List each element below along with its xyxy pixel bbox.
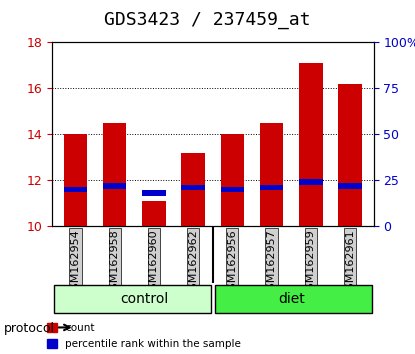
Bar [338,84,362,226]
Bar [103,123,127,226]
Bar [220,134,244,226]
Text: GSM162962: GSM162962 [188,229,198,297]
Text: GSM162957: GSM162957 [266,229,276,297]
Text: GDS3423 / 237459_at: GDS3423 / 237459_at [104,11,311,29]
Text: protocol: protocol [4,322,55,335]
FancyBboxPatch shape [54,285,211,314]
Text: GSM162954: GSM162954 [71,229,81,297]
Text: GSM162960: GSM162960 [149,229,159,297]
Text: diet: diet [278,292,305,306]
Bar [103,183,127,189]
Text: control: control [120,292,168,306]
Bar [299,179,322,185]
Bar [142,201,166,226]
Bar [338,183,362,189]
Bar [142,190,166,196]
Bar [63,187,87,192]
Bar [181,153,205,226]
FancyBboxPatch shape [215,285,371,314]
Bar [220,187,244,192]
Bar [63,134,87,226]
Text: GSM162961: GSM162961 [345,229,355,297]
Bar [260,123,283,226]
Bar [260,185,283,190]
Text: GSM162958: GSM162958 [110,229,120,297]
Bar [181,185,205,190]
Text: GSM162959: GSM162959 [306,229,316,297]
Bar [299,63,322,226]
Legend: count, percentile rank within the sample: count, percentile rank within the sample [47,323,242,349]
Text: GSM162956: GSM162956 [227,229,237,297]
